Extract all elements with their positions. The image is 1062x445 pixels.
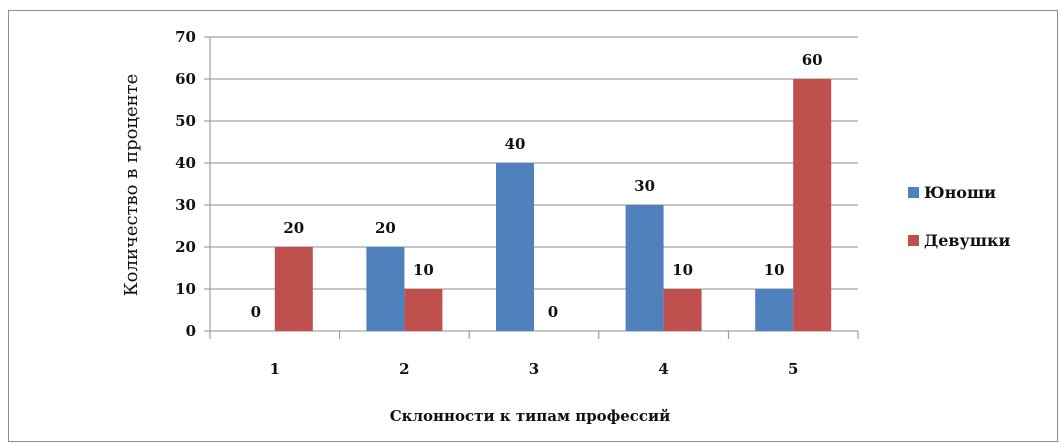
x-tick-label: 5 <box>788 360 798 378</box>
bar-series-2 <box>663 289 702 331</box>
legend-swatch-series-2 <box>908 235 919 246</box>
bars <box>274 79 832 331</box>
y-tick-label: 20 <box>175 238 196 256</box>
data-label: 20 <box>283 219 304 237</box>
data-labels: 0 20 40 30 10 20 10 0 10 60 <box>251 51 823 321</box>
y-tick-label: 10 <box>175 280 196 298</box>
data-label: 40 <box>505 135 526 153</box>
y-tick-label: 0 <box>186 322 196 340</box>
legend: Юноши Девушки <box>908 183 1011 250</box>
x-tick-label: 2 <box>399 360 409 378</box>
data-label: 0 <box>548 303 558 321</box>
gridlines <box>210 36 858 290</box>
bar-series-1 <box>625 205 664 331</box>
y-tick-label: 60 <box>175 70 196 88</box>
legend-swatch-series-1 <box>908 187 919 198</box>
data-label: 60 <box>802 51 823 69</box>
data-label: 30 <box>634 177 655 195</box>
data-label: 10 <box>764 261 785 279</box>
bar-series-1 <box>366 247 405 331</box>
tick-labels: 0 10 20 30 40 50 60 70 1 2 3 4 5 <box>175 28 798 378</box>
data-label: 20 <box>375 219 396 237</box>
bar-series-1 <box>755 289 794 331</box>
y-axis-title: Количество в проценте <box>121 74 142 297</box>
data-label: 0 <box>251 303 261 321</box>
bar-series-2 <box>793 79 832 331</box>
y-tick-label: 70 <box>175 28 196 46</box>
x-axis-title: Склонности к типам профессий <box>390 407 671 425</box>
y-tick-label: 30 <box>175 196 196 214</box>
data-label: 10 <box>672 261 693 279</box>
legend-label-series-1: Юноши <box>924 183 996 202</box>
x-tick-label: 1 <box>270 360 280 378</box>
y-tick-label: 50 <box>175 112 196 130</box>
bar-series-2 <box>274 247 313 331</box>
x-tick-label: 4 <box>658 360 668 378</box>
data-label: 10 <box>413 261 434 279</box>
y-tick-label: 40 <box>175 154 196 172</box>
bar-series-2 <box>404 289 443 331</box>
legend-label-series-2: Девушки <box>924 231 1011 250</box>
x-tick-label: 3 <box>529 360 539 378</box>
bar-series-1 <box>496 163 534 331</box>
